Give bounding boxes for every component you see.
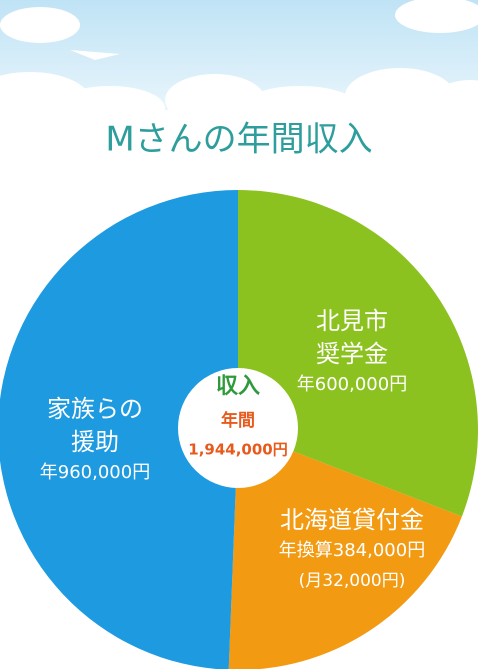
airplane — [70, 50, 120, 60]
annotation: (月32,000円) — [299, 571, 406, 591]
pie-slice — [238, 190, 478, 517]
value-label: 年600,000円 — [297, 374, 407, 395]
center-subtitle: 年間 — [221, 410, 255, 431]
center-circle — [178, 368, 298, 488]
value-label: 年960,000円 — [40, 462, 150, 483]
center-title: 収入 — [216, 374, 260, 399]
slice-label: 家族らの — [47, 395, 143, 423]
center-total: 1,944,000円 — [188, 441, 287, 459]
slice-label: 北海道貸付金 — [280, 506, 424, 534]
pie-slice — [0, 190, 238, 669]
slice-label: 援助 — [71, 428, 119, 456]
clouds — [0, 0, 478, 140]
chart-title: Mさんの年間収入 — [105, 120, 372, 160]
slice-label: 奨学金 — [316, 340, 388, 368]
value-label: 年換算384,000円 — [279, 540, 425, 561]
pie-slice — [228, 430, 462, 669]
pie — [0, 190, 478, 669]
slice-label: 北見市 — [316, 307, 388, 335]
